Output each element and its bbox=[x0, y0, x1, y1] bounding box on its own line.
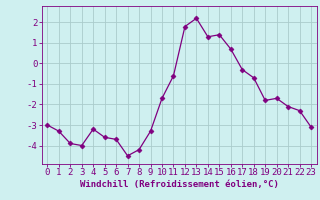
X-axis label: Windchill (Refroidissement éolien,°C): Windchill (Refroidissement éolien,°C) bbox=[80, 180, 279, 189]
